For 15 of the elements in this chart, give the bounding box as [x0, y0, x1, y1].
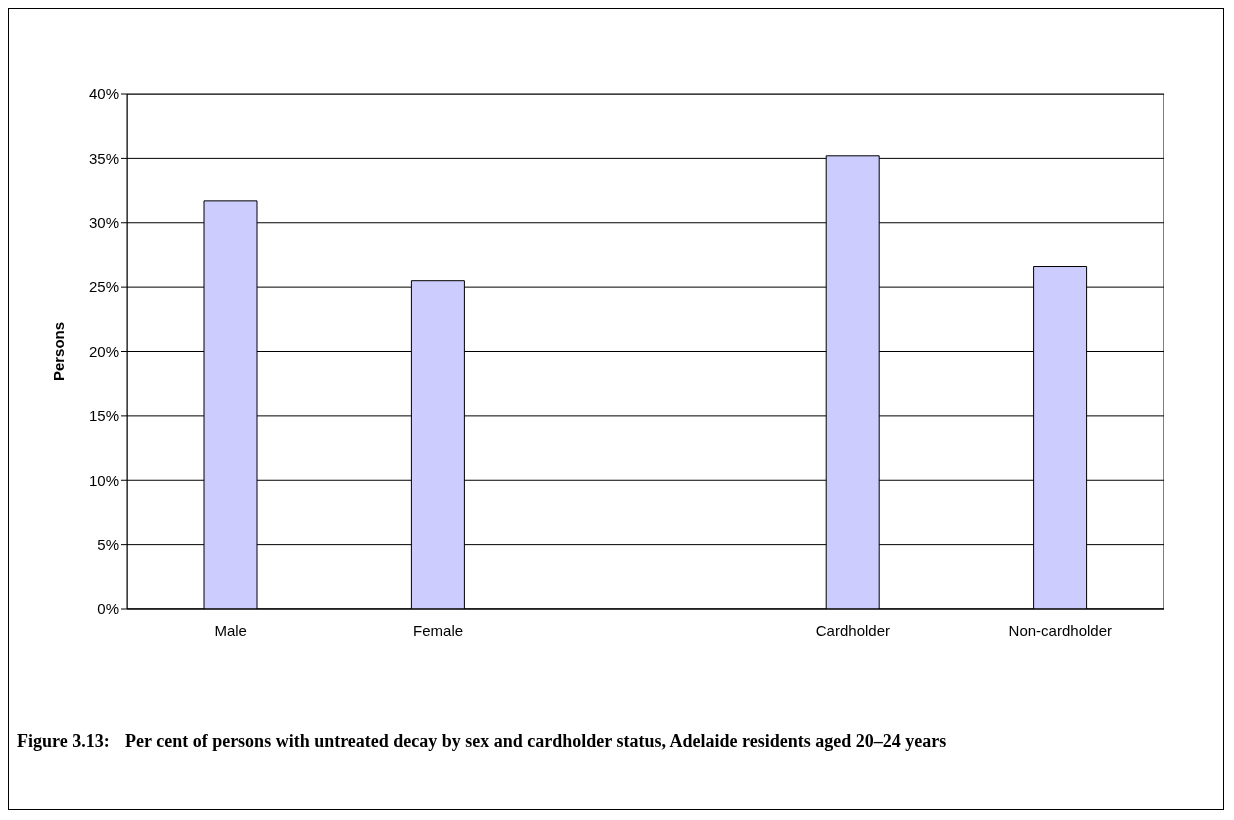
- y-axis-title: Persons: [50, 321, 68, 382]
- y-tick-label: 40%: [88, 85, 119, 103]
- y-tick-label: 0%: [97, 600, 119, 618]
- y-tick-label: 15%: [88, 407, 119, 425]
- y-tick-label: 35%: [88, 149, 119, 167]
- y-tick-label: 30%: [88, 214, 119, 232]
- x-tick-label: Non-cardholder: [1008, 621, 1112, 639]
- y-tick-label: 5%: [97, 535, 119, 553]
- text: Figure 3.13: Per cent of persons with untreated decay by sex and cardholder status, Adelaide residents aged 20–24 years: [17, 730, 948, 753]
- y-tick-label: 10%: [88, 471, 119, 489]
- y-tick-label: 20%: [88, 342, 119, 360]
- y-tick-label: 25%: [88, 278, 119, 296]
- x-tick-label: Cardholder: [815, 621, 891, 639]
- x-tick-label: Female: [413, 621, 464, 639]
- x-tick-label: Male: [214, 621, 247, 639]
